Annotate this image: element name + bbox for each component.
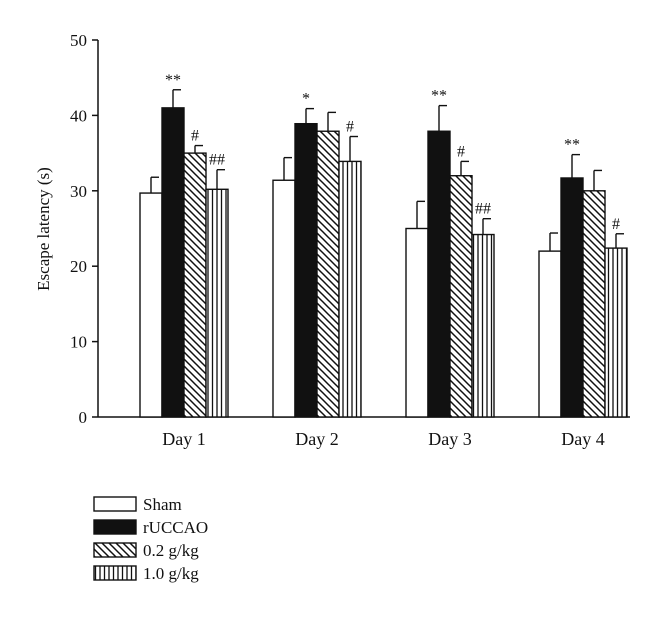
significance-label: ** bbox=[564, 137, 580, 154]
y-tick-label: 20 bbox=[70, 257, 87, 276]
bar bbox=[560, 177, 584, 418]
legend-swatch bbox=[93, 519, 137, 535]
legend-label: rUCCAO bbox=[143, 518, 208, 537]
bar bbox=[316, 130, 340, 418]
significance-label: ## bbox=[209, 152, 225, 169]
significance-label: ** bbox=[165, 72, 181, 89]
bar bbox=[294, 122, 318, 418]
y-tick-label: 30 bbox=[70, 182, 87, 201]
legend-label: 1.0 g/kg bbox=[143, 564, 199, 583]
significance-label: ** bbox=[431, 88, 447, 105]
bar bbox=[272, 179, 296, 418]
legend-swatch bbox=[93, 542, 137, 558]
x-category-label: Day 4 bbox=[561, 429, 605, 449]
bar bbox=[471, 233, 495, 418]
significance-label: ## bbox=[475, 201, 491, 218]
significance-label: # bbox=[346, 119, 354, 136]
y-tick-label: 10 bbox=[70, 333, 87, 352]
y-tick-label: 40 bbox=[70, 106, 87, 125]
bar bbox=[139, 192, 163, 418]
bar bbox=[582, 190, 606, 418]
x-category-label: Day 1 bbox=[162, 429, 206, 449]
bar bbox=[449, 175, 473, 418]
legend: Sham rUCCAO 0.2 g/kg 1.0 g/kg bbox=[93, 495, 208, 583]
significance-label: # bbox=[191, 128, 199, 145]
legend-swatch bbox=[93, 565, 137, 581]
bar bbox=[538, 250, 562, 418]
legend-label: 0.2 g/kg bbox=[143, 541, 199, 560]
legend-swatch bbox=[93, 496, 137, 512]
bar bbox=[338, 160, 362, 418]
bar bbox=[604, 247, 628, 418]
bar bbox=[405, 227, 429, 418]
bar bbox=[161, 107, 185, 418]
x-category-label: Day 2 bbox=[295, 429, 339, 449]
significance-label: # bbox=[457, 143, 465, 160]
y-axis-title: Escape latency (s) bbox=[34, 167, 53, 291]
legend-label: Sham bbox=[143, 495, 182, 514]
bar bbox=[183, 152, 207, 418]
bar bbox=[427, 130, 451, 418]
y-tick-label: 0 bbox=[79, 408, 88, 427]
significance-label: * bbox=[302, 91, 310, 108]
significance-label: # bbox=[612, 216, 620, 233]
x-category-label: Day 3 bbox=[428, 429, 472, 449]
bar bbox=[205, 188, 229, 418]
y-tick-label: 50 bbox=[70, 31, 87, 50]
